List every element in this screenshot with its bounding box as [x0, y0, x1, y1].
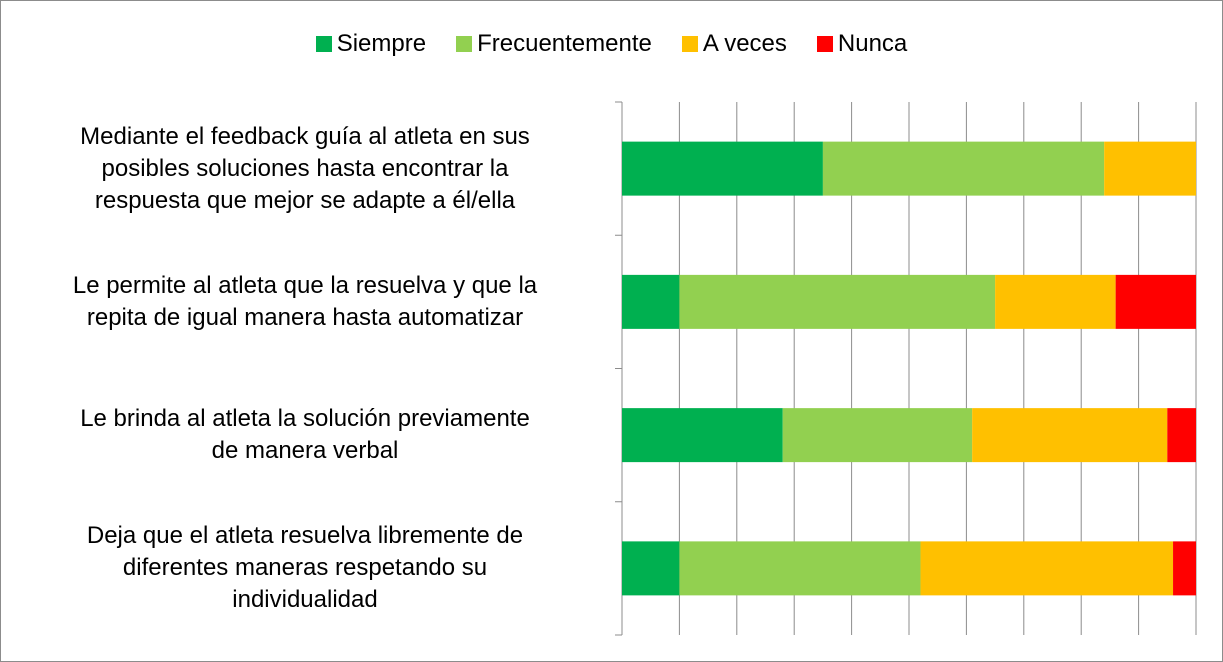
- bar-segment: [679, 274, 996, 329]
- legend-swatch: [816, 36, 833, 52]
- legend-swatch: [681, 36, 698, 52]
- bar-segment: [622, 408, 783, 463]
- bar-segment: [920, 541, 1174, 596]
- category-label: Le brinda al atleta la solución previame…: [80, 405, 530, 465]
- legend-item: Siempre: [315, 30, 427, 58]
- legend-label: Nunca: [837, 30, 908, 57]
- bar-segment: [972, 408, 1168, 463]
- legend-swatch: [315, 36, 332, 52]
- bar-segment: [1115, 274, 1196, 329]
- bar-segment: [679, 541, 921, 596]
- legend-item: Nunca: [816, 30, 908, 58]
- bar-segment: [622, 541, 680, 596]
- category-label: Mediante el feedback guía al atleta en s…: [80, 122, 530, 214]
- bar-segment: [1104, 141, 1196, 196]
- legend: Siempre Frecuentemente A veces Nunca: [0, 30, 1223, 58]
- category-label: Deja que el atleta resuelva libremente d…: [86, 522, 524, 614]
- legend-label: Frecuentemente: [477, 30, 652, 57]
- bar-segment: [622, 141, 823, 196]
- bar-segment: [782, 408, 973, 463]
- legend-label: Siempre: [336, 30, 427, 57]
- legend-label: A veces: [702, 30, 787, 57]
- bar-segment: [995, 274, 1116, 329]
- legend-item: A veces: [681, 30, 787, 58]
- category-label: Le permite al atleta que la resuelva y q…: [72, 271, 538, 331]
- bar-segment: [1167, 408, 1196, 463]
- bar-segment: [622, 274, 680, 329]
- bar-segment: [1173, 541, 1196, 596]
- legend-item: Frecuentemente: [456, 30, 652, 58]
- legend-swatch: [456, 36, 473, 52]
- bar-segment: [822, 141, 1105, 196]
